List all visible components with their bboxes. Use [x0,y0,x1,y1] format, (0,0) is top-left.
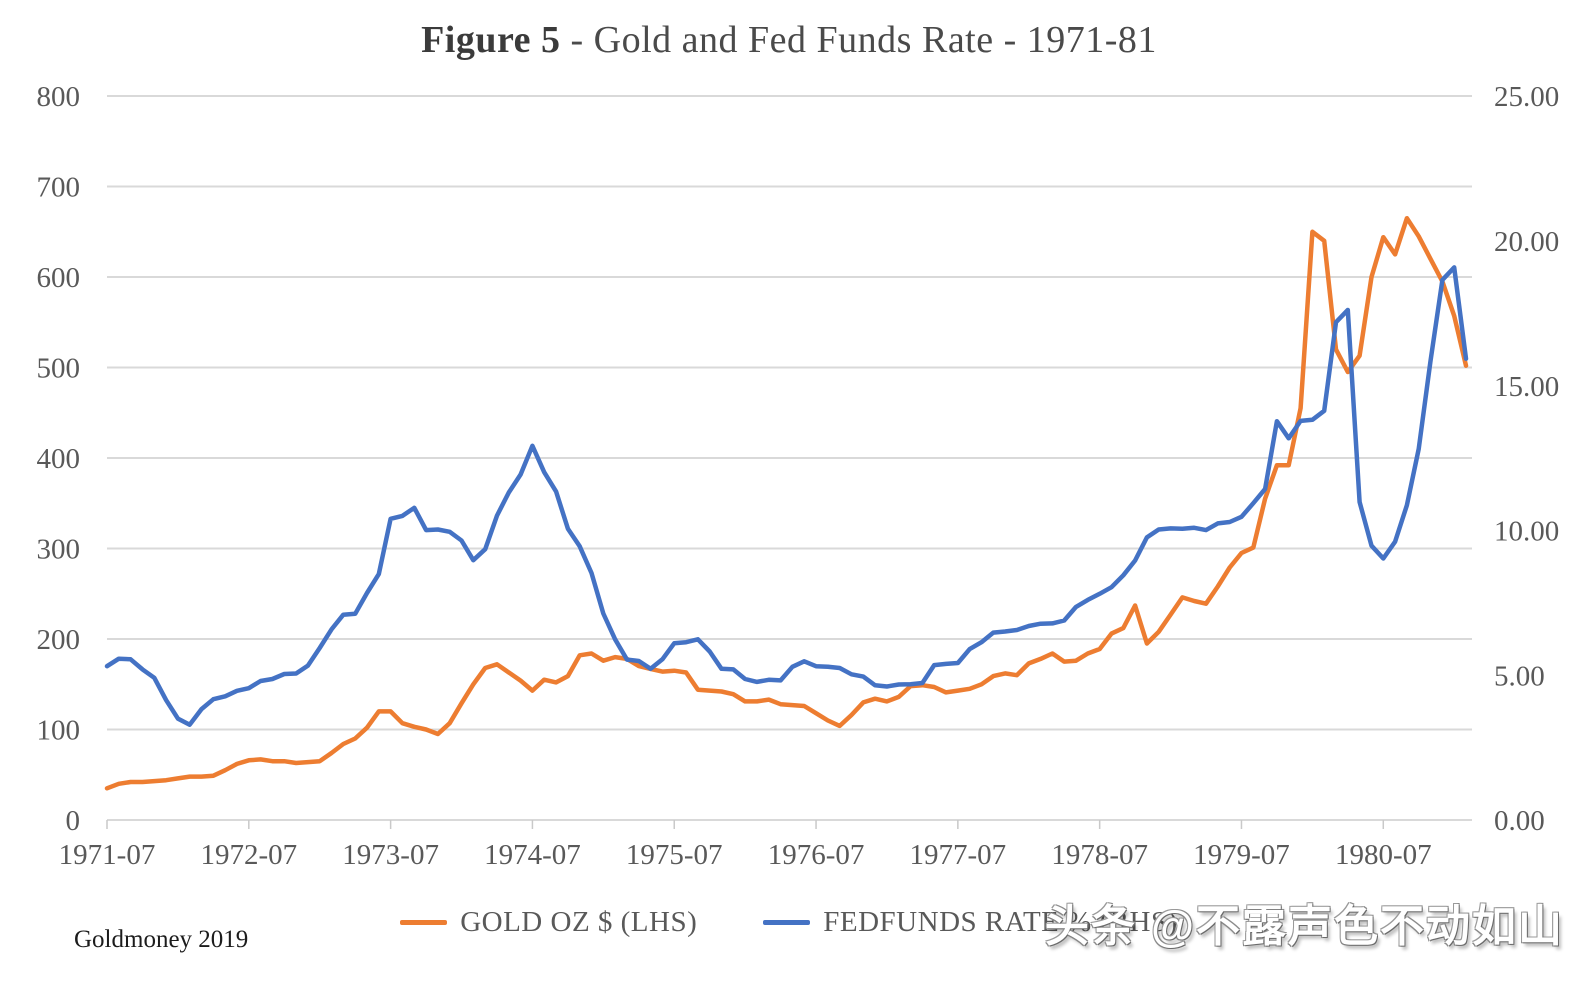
chart-title-figure-number: Figure 5 [421,19,561,61]
legend-item-fedfunds: FEDFUNDS RATE % (RHS) [763,906,1178,939]
toutiao-watermark: 头条 @不露声色不动如山 [1044,902,1564,951]
x-tick-label: 1979-07 [1193,839,1290,871]
fedfunds-series-label: FEDFUNDS RATE % (RHS) [823,906,1178,938]
chart-title: Figure 5 - Gold and Fed Funds Rate - 197… [0,18,1578,62]
y-right-tick-label: 20.00 [1494,226,1559,258]
y-right-tick-label: 0.00 [1494,805,1545,837]
y-left-tick-label: 700 [37,172,81,204]
y-right-tick-label: 25.00 [1494,81,1559,113]
source-attribution: Goldmoney 2019 [74,926,249,953]
gold-series-swatch [400,920,448,925]
legend-item-gold: GOLD OZ $ (LHS) [400,906,697,939]
y-right-tick-label: 5.00 [1494,660,1545,692]
y-left-tick-label: 100 [37,715,81,747]
y-left-tick-label: 300 [37,534,81,566]
x-tick-label: 1973-07 [342,839,439,871]
x-tick-label: 1976-07 [768,839,865,871]
y-left-tick-label: 600 [37,262,81,294]
x-tick-label: 1977-07 [910,839,1007,871]
y-right-tick-label: 10.00 [1494,516,1559,548]
x-tick-label: 1975-07 [626,839,723,871]
x-tick-label: 1980-07 [1335,839,1432,871]
x-tick-label: 1978-07 [1051,839,1148,871]
x-tick-label: 1974-07 [484,839,581,871]
fedfunds-series-line [104,265,1469,727]
y-left-tick-label: 500 [37,353,81,385]
fedfunds-series-swatch [763,920,811,925]
y-right-tick-label: 15.00 [1494,371,1559,403]
gold-series-line [104,215,1469,791]
y-left-tick-label: 200 [37,624,81,656]
chart-legend: GOLD OZ $ (LHS) FEDFUNDS RATE % (RHS) [0,906,1578,939]
x-tick-label: 1972-07 [200,839,297,871]
gold-series-label: GOLD OZ $ (LHS) [460,906,698,938]
y-left-tick-label: 0 [66,805,81,837]
x-tick-label: 1971-07 [59,839,156,871]
y-left-tick-label: 400 [37,443,81,475]
chart-title-text: - Gold and Fed Funds Rate - 1971-81 [560,19,1157,61]
y-left-tick-label: 800 [37,81,81,113]
